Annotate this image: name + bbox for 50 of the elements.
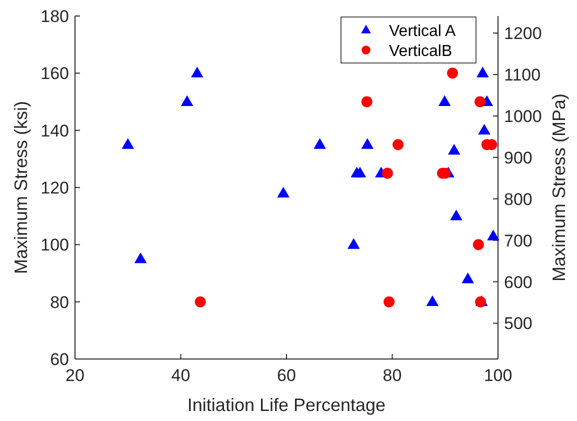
- point: [354, 166, 366, 178]
- y-tick-label: 160: [40, 64, 69, 84]
- point: [361, 96, 372, 108]
- y-tick-label: 140: [40, 121, 69, 140]
- point: [384, 296, 395, 308]
- x-tick-label: 80: [382, 366, 402, 385]
- point: [450, 210, 462, 220]
- x-tick-label: 60: [277, 366, 296, 385]
- y-axis-title: Maximum Stress (ksi): [11, 100, 31, 274]
- point: [426, 295, 439, 306]
- point: [122, 138, 134, 149]
- y2-tick-label: 1100: [504, 65, 541, 84]
- point: [476, 66, 489, 78]
- y2-axis-title: Maximum Stress (MPa): [549, 93, 569, 282]
- point: [134, 252, 147, 264]
- y2-tick-label: 600: [504, 272, 532, 292]
- y2-tick-label: 1200: [504, 24, 542, 44]
- point: [474, 96, 486, 108]
- point: [277, 186, 290, 198]
- point: [314, 138, 326, 149]
- x-tick-label: 40: [171, 366, 190, 385]
- point: [347, 238, 360, 249]
- y2-tick-label: 700: [504, 231, 532, 250]
- legend-label: VerticalB: [389, 43, 452, 60]
- point: [180, 95, 194, 106]
- legend-label: Vertical A: [389, 23, 456, 40]
- point: [448, 144, 460, 155]
- point: [447, 68, 458, 79]
- point: [487, 230, 500, 240]
- point: [462, 272, 474, 284]
- y2-tick-label: 500: [504, 314, 532, 334]
- y-tick-label: 80: [50, 292, 69, 312]
- y2-tick-label: 800: [504, 190, 532, 209]
- y-tick-label: 120: [40, 178, 69, 198]
- y2-tick-label: 900: [504, 148, 532, 168]
- point: [472, 239, 484, 250]
- point: [478, 124, 490, 135]
- point: [361, 138, 374, 149]
- x-axis-title: Initiation Life Percentage: [187, 395, 386, 415]
- x-tick-label: 20: [66, 366, 84, 385]
- point: [194, 296, 206, 308]
- y2-tick-label: 1000: [504, 106, 542, 126]
- y-tick-label: 60: [50, 350, 69, 369]
- point: [190, 66, 204, 78]
- y-tick-label: 180: [40, 7, 69, 26]
- x-tick-label: 100: [484, 366, 512, 385]
- point: [382, 168, 393, 179]
- point: [438, 95, 451, 106]
- y-tick-label: 100: [40, 236, 69, 255]
- point: [392, 139, 404, 150]
